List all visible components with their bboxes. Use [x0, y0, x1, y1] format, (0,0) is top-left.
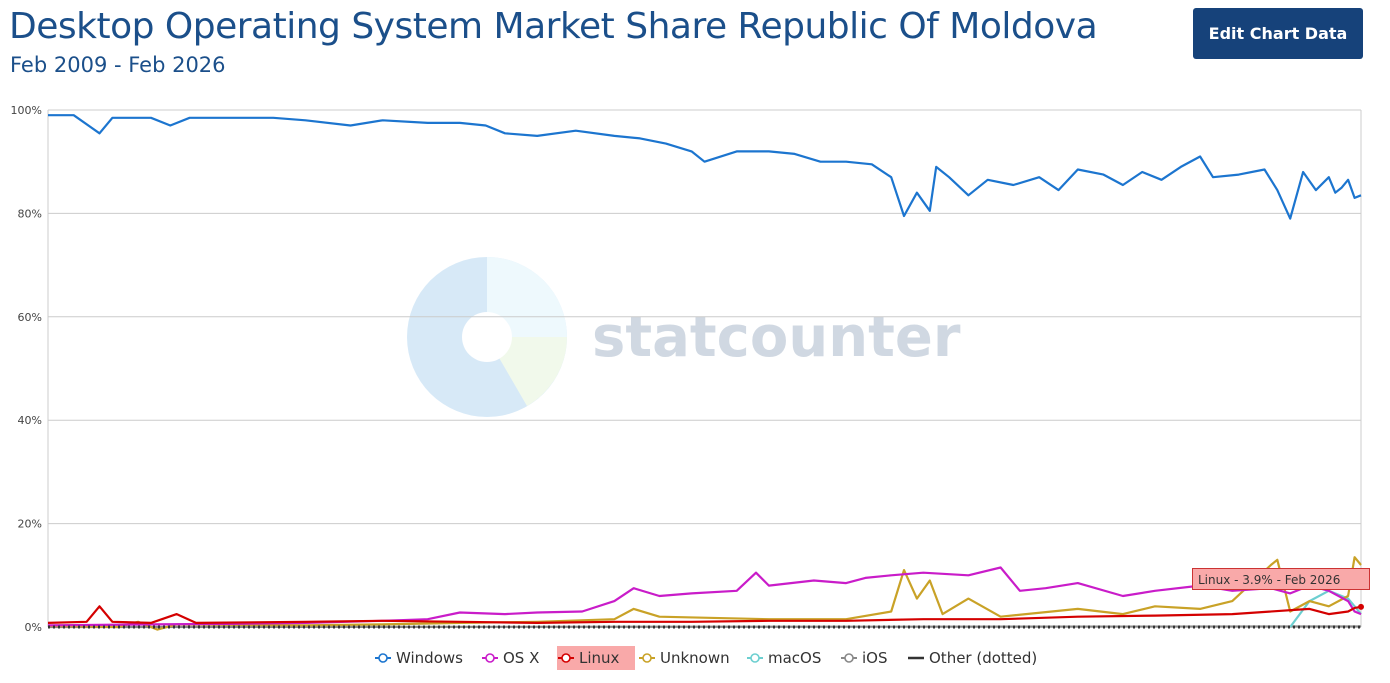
legend-item-linux[interactable]: Linux	[557, 646, 635, 670]
legend-label: Unknown	[660, 649, 730, 667]
legend-item-osx[interactable]: OS X	[481, 646, 539, 670]
legend-circle-icon	[639, 653, 655, 663]
legend-circle-icon	[747, 653, 763, 663]
y-tick-label: 60%	[18, 311, 42, 324]
legend-item-windows[interactable]: Windows	[374, 646, 463, 670]
y-tick-label: 100%	[11, 104, 42, 117]
y-tick-label: 0%	[25, 621, 42, 634]
series-line-linux	[47, 605, 1362, 625]
legend-label: iOS	[862, 649, 888, 667]
legend-label: Linux	[579, 649, 620, 667]
legend-item-unknown[interactable]: Unknown	[638, 646, 730, 670]
legend-item-macos[interactable]: macOS	[746, 646, 821, 670]
legend-item-other[interactable]: Other (dotted)	[907, 646, 1037, 670]
legend-dash-icon	[908, 656, 924, 660]
legend-circle-icon	[375, 653, 391, 663]
watermark-text: statcounter	[592, 305, 961, 370]
series-line-windows	[48, 114, 1362, 220]
legend-label: macOS	[768, 649, 822, 667]
legend-circle-icon	[558, 653, 574, 663]
legend-label: Windows	[396, 649, 463, 667]
y-tick-label: 20%	[18, 518, 42, 531]
line-chart: statcounter 0% 20% 40% 60% 80% 100%	[11, 104, 1364, 634]
y-tick-label: 80%	[18, 207, 42, 220]
legend-item-ios[interactable]: iOS	[840, 646, 888, 670]
chart-legend: Windows OS X Linux Unknown macOS iOS Other (do…	[0, 646, 1390, 670]
legend-circle-icon	[482, 653, 498, 663]
watermark-logo-segment	[487, 337, 567, 406]
linux-hover-point	[1358, 603, 1364, 610]
statcounter-watermark: statcounter	[407, 257, 961, 417]
chart-tooltip: Linux - 3.9% - Feb 2026	[1192, 568, 1370, 590]
legend-label: Other (dotted)	[929, 649, 1038, 667]
legend-label: OS X	[503, 649, 540, 667]
edit-chart-data-button[interactable]: Edit Chart Data	[1193, 8, 1363, 59]
y-tick-label: 40%	[18, 414, 42, 427]
legend-circle-icon	[841, 653, 857, 663]
page-title: Desktop Operating System Market Share Re…	[9, 6, 1098, 47]
watermark-logo-ring	[407, 257, 567, 417]
date-range-subtitle: Feb 2009 - Feb 2026	[10, 53, 226, 77]
watermark-logo-hole	[462, 312, 512, 362]
